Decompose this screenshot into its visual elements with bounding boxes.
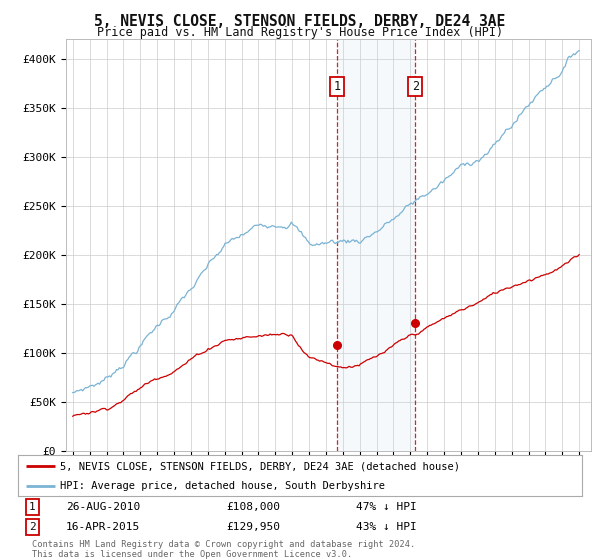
- Text: 26-AUG-2010: 26-AUG-2010: [66, 502, 140, 512]
- Text: 1: 1: [334, 80, 341, 93]
- Text: 43% ↓ HPI: 43% ↓ HPI: [356, 522, 417, 533]
- Text: £129,950: £129,950: [227, 522, 281, 533]
- Text: £108,000: £108,000: [227, 502, 281, 512]
- Text: HPI: Average price, detached house, South Derbyshire: HPI: Average price, detached house, Sout…: [60, 480, 385, 491]
- Text: 1: 1: [29, 502, 35, 512]
- Text: 5, NEVIS CLOSE, STENSON FIELDS, DERBY, DE24 3AE (detached house): 5, NEVIS CLOSE, STENSON FIELDS, DERBY, D…: [60, 461, 460, 471]
- Text: 2: 2: [29, 522, 35, 533]
- Text: 5, NEVIS CLOSE, STENSON FIELDS, DERBY, DE24 3AE: 5, NEVIS CLOSE, STENSON FIELDS, DERBY, D…: [94, 14, 506, 29]
- Text: Price paid vs. HM Land Registry's House Price Index (HPI): Price paid vs. HM Land Registry's House …: [97, 26, 503, 39]
- Bar: [337, 39, 415, 451]
- Text: Contains HM Land Registry data © Crown copyright and database right 2024.
This d: Contains HM Land Registry data © Crown c…: [32, 540, 415, 559]
- Text: 47% ↓ HPI: 47% ↓ HPI: [356, 502, 417, 512]
- Text: 16-APR-2015: 16-APR-2015: [66, 522, 140, 533]
- Text: 2: 2: [412, 80, 419, 93]
